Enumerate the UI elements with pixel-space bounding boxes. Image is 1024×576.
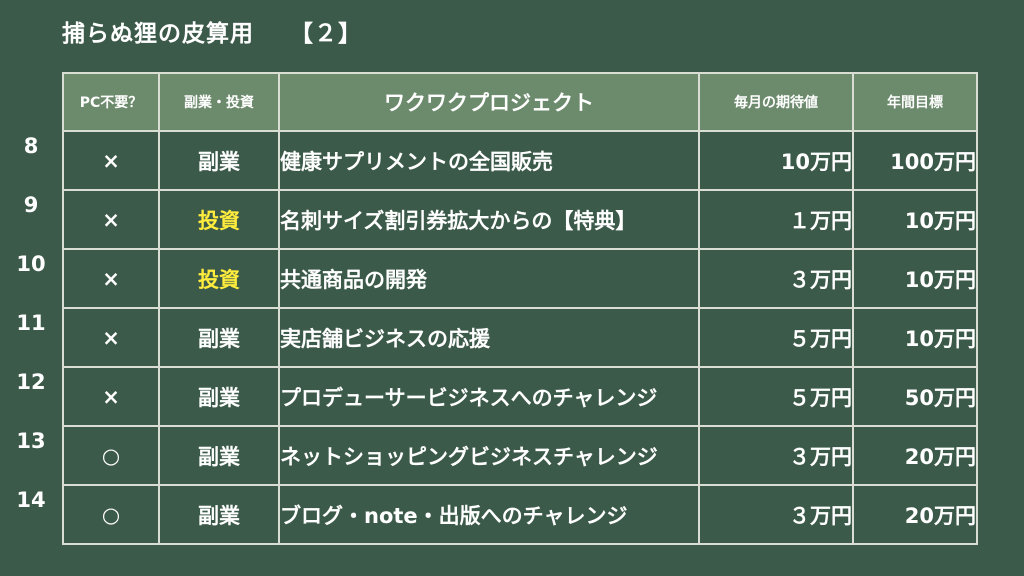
monthly-cell: ５万円 — [698, 307, 854, 368]
pc-mark: × — [62, 189, 160, 250]
table-row: × 投資 名刺サイズ割引券拡大からの【特典】 １万円 10万円 — [62, 189, 978, 250]
pc-mark: × — [62, 130, 160, 191]
project-cell: 名刺サイズ割引券拡大からの【特典】 — [278, 189, 700, 250]
row-number: 13 — [16, 429, 46, 453]
table-row: × 副業 プロデューサービジネスへのチャレンジ ５万円 50万円 — [62, 366, 978, 427]
type-cell: 投資 — [158, 189, 280, 250]
row-number: 10 — [16, 252, 46, 276]
title-number: 【２】 — [290, 21, 362, 47]
type-cell: 投資 — [158, 248, 280, 309]
pc-mark: ○ — [62, 484, 160, 545]
monthly-cell: ３万円 — [698, 248, 854, 309]
type-cell: 副業 — [158, 484, 280, 545]
table-body: × 副業 健康サプリメントの全国販売 10万円 100万円 × 投資 名刺サイズ割引券拡大から… — [62, 130, 978, 545]
pc-mark: × — [62, 248, 160, 309]
row-numbers: 8 9 10 11 12 13 14 — [0, 128, 62, 541]
pc-mark: × — [62, 366, 160, 427]
yearly-cell: 10万円 — [852, 307, 978, 368]
pc-mark: × — [62, 307, 160, 368]
title-text: 捕らぬ狸の皮算用 — [62, 21, 254, 47]
header-project: ワクワクプロジェクト — [278, 72, 700, 132]
row-number: 11 — [16, 311, 46, 335]
table-row: ○ 副業 ネットショッピングビジネスチャレンジ ３万円 20万円 — [62, 425, 978, 486]
header-monthly: 毎月の期待値 — [698, 72, 854, 132]
header-row: PC不要？ 副業・投資 ワクワクプロジェクト 毎月の期待値 年間目標 — [62, 72, 978, 132]
type-cell: 副業 — [158, 130, 280, 191]
monthly-cell: １万円 — [698, 189, 854, 250]
row-number: 9 — [23, 193, 39, 217]
monthly-cell: ５万円 — [698, 366, 854, 427]
yearly-cell: 50万円 — [852, 366, 978, 427]
header-type: 副業・投資 — [158, 72, 280, 132]
project-table: PC不要？ 副業・投資 ワクワクプロジェクト 毎月の期待値 年間目標 × 副業 健康… — [62, 72, 978, 545]
project-cell: プロデューサービジネスへのチャレンジ — [278, 366, 700, 427]
type-cell: 副業 — [158, 366, 280, 427]
table-row: ○ 副業 ブログ・note・出版へのチャレンジ ３万円 20万円 — [62, 484, 978, 545]
project-cell: 実店舗ビジネスの応援 — [278, 307, 700, 368]
project-cell: ネットショッピングビジネスチャレンジ — [278, 425, 700, 486]
table-row: × 副業 健康サプリメントの全国販売 10万円 100万円 — [62, 130, 978, 191]
header-yearly: 年間目標 — [852, 72, 978, 132]
monthly-cell: ３万円 — [698, 484, 854, 545]
row-number: 14 — [16, 488, 46, 512]
project-cell: 共通商品の開発 — [278, 248, 700, 309]
project-cell: ブログ・note・出版へのチャレンジ — [278, 484, 700, 545]
header-pc: PC不要？ — [62, 72, 160, 132]
project-cell: 健康サプリメントの全国販売 — [278, 130, 700, 191]
type-cell: 副業 — [158, 425, 280, 486]
table-row: × 投資 共通商品の開発 ３万円 10万円 — [62, 248, 978, 309]
yearly-cell: 20万円 — [852, 484, 978, 545]
yearly-cell: 20万円 — [852, 425, 978, 486]
pc-mark: ○ — [62, 425, 160, 486]
monthly-cell: 10万円 — [698, 130, 854, 191]
row-number: 12 — [16, 370, 46, 394]
yearly-cell: 10万円 — [852, 189, 978, 250]
monthly-cell: ３万円 — [698, 425, 854, 486]
table-row: × 副業 実店舗ビジネスの応援 ５万円 10万円 — [62, 307, 978, 368]
row-number: 8 — [23, 134, 39, 158]
type-cell: 副業 — [158, 307, 280, 368]
page-title: 捕らぬ狸の皮算用 【２】 — [62, 14, 362, 48]
yearly-cell: 10万円 — [852, 248, 978, 309]
yearly-cell: 100万円 — [852, 130, 978, 191]
